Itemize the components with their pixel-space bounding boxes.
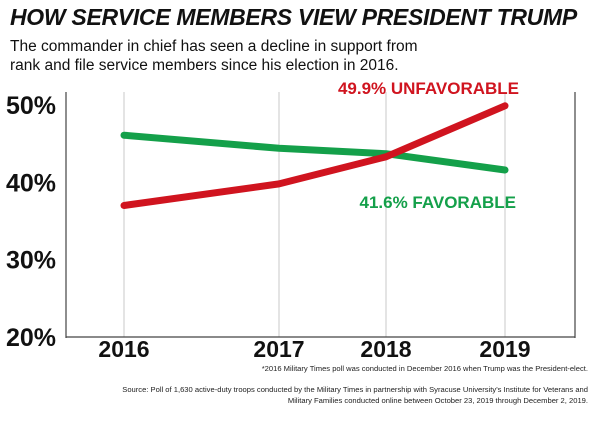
label-favorable: 41.6% FAVORABLE xyxy=(359,193,516,212)
x-tick-label: 2017 xyxy=(253,336,304,360)
x-tick-label: 2018 xyxy=(360,336,411,360)
y-tick-label: 50% xyxy=(6,92,56,120)
y-tick-label: 40% xyxy=(6,169,56,197)
footnote: *2016 Military Times poll was conducted … xyxy=(261,364,588,373)
x-tick-label: 2016 xyxy=(98,336,149,360)
chart-title: HOW SERVICE MEMBERS VIEW PRESIDENT TRUMP xyxy=(10,4,577,30)
line-chart: 50% 40% 30% 20% 2016 2017 2018 2019 49.9% UNFAVO… xyxy=(6,79,576,360)
series-line-favorable xyxy=(120,131,509,174)
source-note: Source: Poll of 1,630 active-duty troops… xyxy=(122,385,588,405)
label-unfavorable: 49.9% UNFAVORABLE xyxy=(338,79,519,98)
series-line-unfavorable xyxy=(120,102,509,209)
y-tick-label: 30% xyxy=(6,247,56,275)
chart-subtitle: The commander in chief has seen a declin… xyxy=(10,38,418,74)
x-tick-label: 2019 xyxy=(479,336,530,360)
y-tick-label: 20% xyxy=(6,324,56,352)
